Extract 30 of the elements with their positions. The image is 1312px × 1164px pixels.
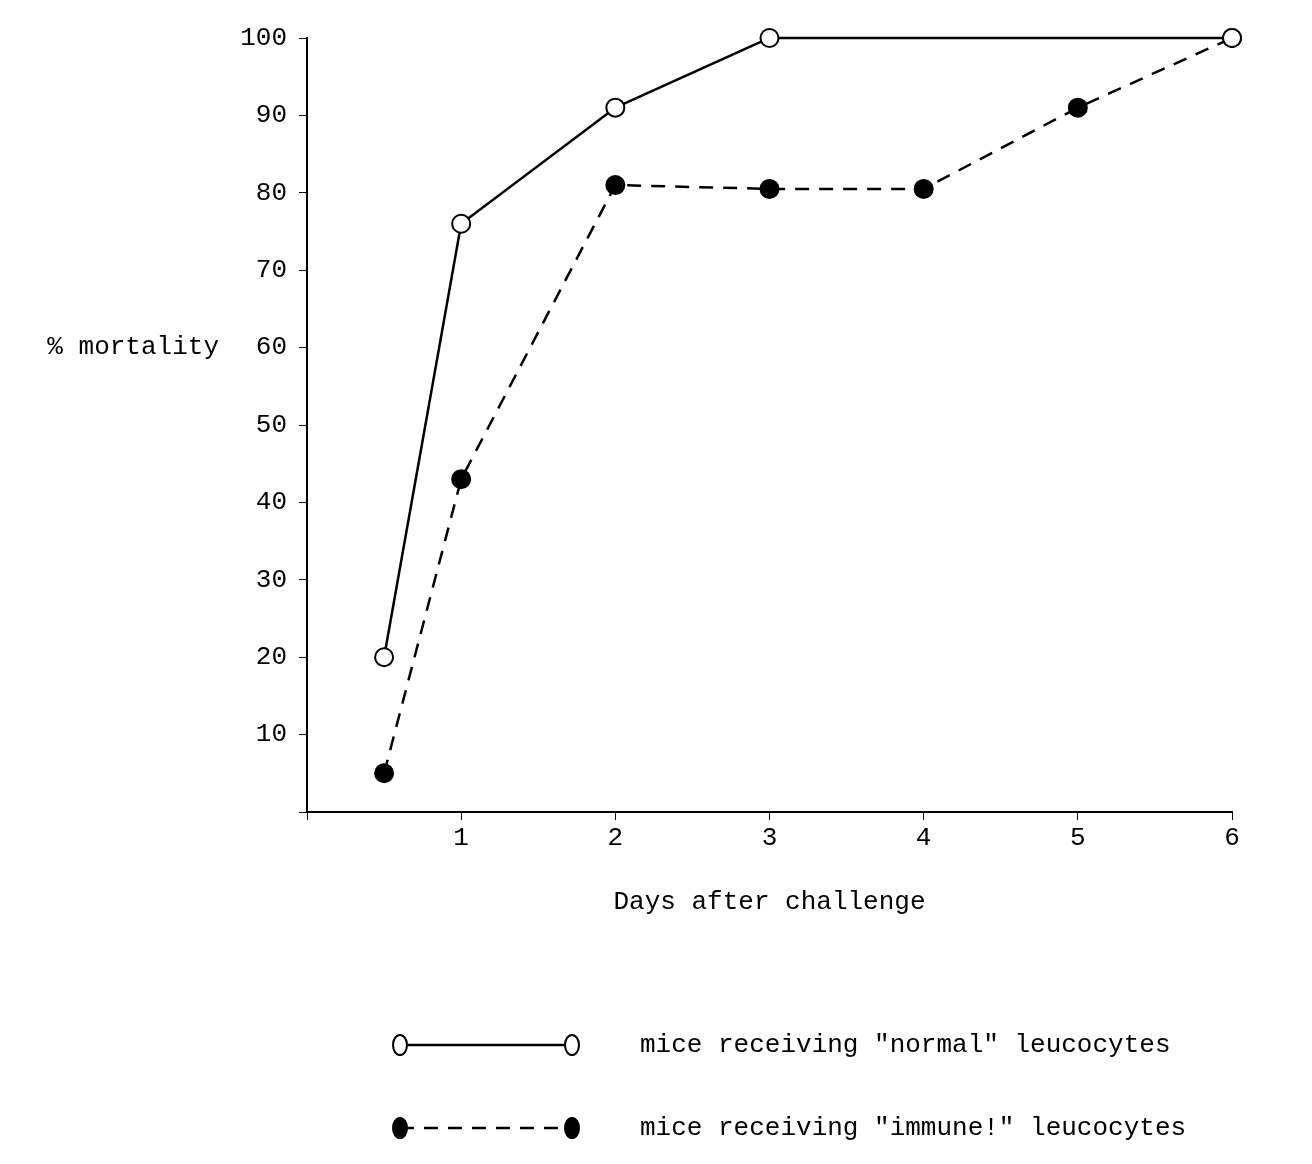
y-tick-label: 90: [255, 100, 287, 131]
point: [759, 178, 780, 199]
point: [605, 175, 626, 196]
y-tick-label: 50: [255, 409, 287, 440]
point: [605, 97, 626, 118]
x-tick-label: 5: [1070, 823, 1086, 854]
x-tick-label: 3: [761, 823, 778, 854]
y-tick-label: 20: [255, 642, 287, 673]
y-tick-label: 40: [255, 487, 287, 518]
legend-label: mice receiving "immune!" leucocytes: [640, 1112, 1187, 1143]
point: [451, 469, 472, 490]
point: [759, 28, 780, 48]
point: [451, 213, 472, 234]
y-axis-title: % mortality: [47, 332, 219, 363]
x-tick-label: 1: [453, 823, 469, 854]
y-tick-label: 10: [255, 719, 287, 750]
x-tick-label: 4: [915, 823, 932, 854]
x-tick-label: 2: [607, 823, 624, 854]
point: [1067, 97, 1088, 118]
point: [374, 647, 395, 668]
y-tick-label: 70: [255, 255, 287, 286]
legend-label: mice receiving "normal" leucocytes: [640, 1029, 1171, 1060]
point: [913, 178, 934, 199]
x-axis-title: Days after challenge: [613, 887, 926, 918]
y-tick-label: 80: [255, 177, 287, 208]
y-tick-label: 60: [255, 332, 287, 363]
point: [374, 763, 395, 784]
y-tick-label: 100: [240, 22, 287, 53]
y-tick-label: 30: [255, 564, 287, 595]
x-tick-label: 6: [1224, 823, 1240, 854]
